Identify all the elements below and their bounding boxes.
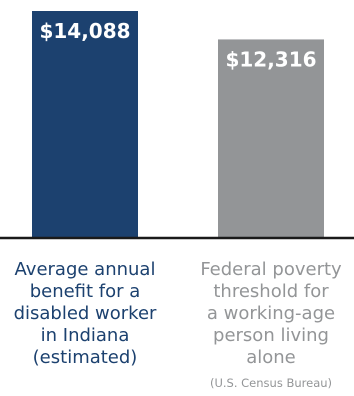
category-label-2-line-4: person living	[213, 325, 329, 346]
category-label-1-line-2: benefit for a	[30, 281, 141, 302]
category-label-1-line-5: (estimated)	[33, 347, 138, 368]
bar-2	[218, 39, 324, 237]
category-note-2: (U.S. Census Bureau)	[210, 376, 332, 390]
category-label-1-line-3: disabled worker	[14, 303, 157, 324]
category-label-2-line-2: threshold for	[213, 281, 329, 302]
category-label-2-line-1: Federal poverty	[200, 259, 342, 280]
bar-1	[32, 11, 138, 237]
category-label-1-line-4: in Indiana	[41, 325, 130, 346]
category-label-1-line-1: Average annual	[15, 259, 156, 280]
bar-value-label-1: $14,088	[39, 19, 130, 43]
category-label-2-line-5: alone	[246, 347, 296, 368]
bar-value-label-2: $12,316	[225, 47, 316, 71]
category-label-2-line-3: a working-age	[207, 303, 335, 324]
